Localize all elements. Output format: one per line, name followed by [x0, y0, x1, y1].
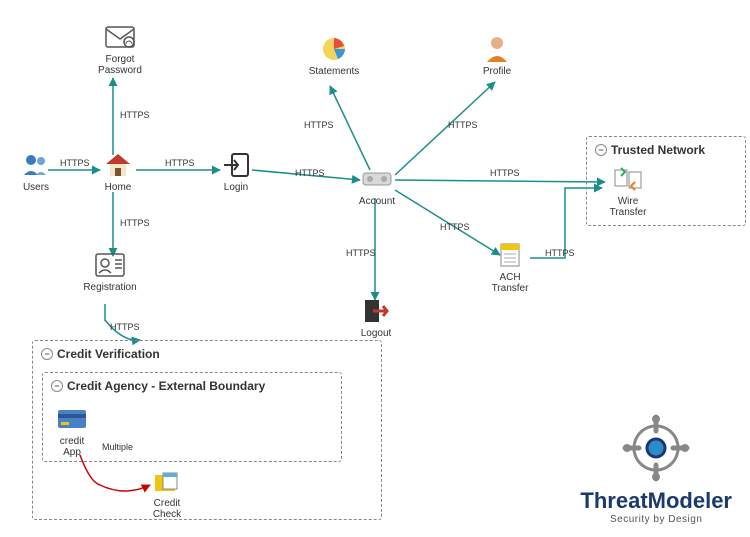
node-wire-transfer[interactable]: Wire Transfer — [600, 164, 656, 218]
node-account[interactable]: Account — [352, 164, 402, 207]
boundary-label: Trusted Network — [611, 143, 705, 157]
edge-label: HTTPS — [60, 158, 90, 168]
diagram-canvas: − Trusted Network − Credit Verification … — [0, 0, 750, 537]
node-label: Wire Transfer — [600, 196, 656, 218]
document-icon — [495, 240, 525, 270]
brand-name: ThreatModeler — [580, 488, 732, 514]
boundary-title: − Credit Verification — [41, 347, 373, 361]
node-ach-transfer[interactable]: ACH Transfer — [482, 240, 538, 294]
node-home[interactable]: Home — [96, 150, 140, 193]
node-registration[interactable]: Registration — [80, 250, 140, 293]
collapse-toggle-icon[interactable]: − — [51, 380, 63, 392]
node-label: Account — [352, 196, 402, 207]
node-label: Forgot Password — [92, 54, 148, 76]
house-icon — [103, 150, 133, 180]
edge-label: HTTPS — [545, 248, 575, 258]
edge-label: HTTPS — [110, 322, 140, 332]
keys-icon — [362, 164, 392, 194]
edge-label: HTTPS — [440, 222, 470, 232]
collapse-toggle-icon[interactable]: − — [41, 348, 53, 360]
doc-swap-icon — [613, 164, 643, 194]
folder-doc-icon — [152, 466, 182, 496]
brand-tagline: Security by Design — [580, 514, 732, 525]
node-label: Statements — [306, 66, 362, 77]
logout-icon — [361, 296, 391, 326]
brand-logo: ThreatModeler Security by Design — [580, 413, 732, 525]
node-label: Logout — [354, 328, 398, 339]
node-label: credit App — [50, 436, 94, 458]
node-profile[interactable]: Profile — [474, 34, 520, 77]
node-credit-app[interactable]: credit App — [50, 404, 94, 458]
node-login[interactable]: Login — [214, 150, 258, 193]
node-credit-check[interactable]: Credit Check — [142, 466, 192, 520]
login-icon — [221, 150, 251, 180]
logo-mark-icon — [601, 413, 711, 483]
edge-label: HTTPS — [165, 158, 195, 168]
collapse-toggle-icon[interactable]: − — [595, 144, 607, 156]
node-statements[interactable]: Statements — [306, 34, 362, 77]
node-label: Credit Check — [142, 498, 192, 520]
node-label: Login — [214, 182, 258, 193]
edge-label: HTTPS — [120, 110, 150, 120]
node-label: Home — [96, 182, 140, 193]
boundary-title: − Credit Agency - External Boundary — [51, 379, 333, 393]
user-group-icon — [21, 150, 51, 180]
edge-label: HTTPS — [304, 120, 334, 130]
envelope-icon — [105, 22, 135, 52]
node-logout[interactable]: Logout — [354, 296, 398, 339]
edge-label: Multiple — [102, 442, 133, 452]
person-icon — [482, 34, 512, 64]
edge-label: HTTPS — [295, 168, 325, 178]
credit-card-icon — [57, 404, 87, 434]
node-users[interactable]: Users — [14, 150, 58, 193]
edge-label: HTTPS — [346, 248, 376, 258]
node-forgot-password[interactable]: Forgot Password — [92, 22, 148, 76]
id-card-icon — [95, 250, 125, 280]
boundary-title: − Trusted Network — [595, 143, 737, 157]
node-label: Profile — [474, 66, 520, 77]
edge-label: HTTPS — [448, 120, 478, 130]
boundary-label: Credit Verification — [57, 347, 160, 361]
node-label: Registration — [80, 282, 140, 293]
edge-label: HTTPS — [120, 218, 150, 228]
node-label: ACH Transfer — [482, 272, 538, 294]
piechart-icon — [319, 34, 349, 64]
boundary-label: Credit Agency - External Boundary — [67, 379, 265, 393]
edge-label: HTTPS — [490, 168, 520, 178]
node-label: Users — [14, 182, 58, 193]
